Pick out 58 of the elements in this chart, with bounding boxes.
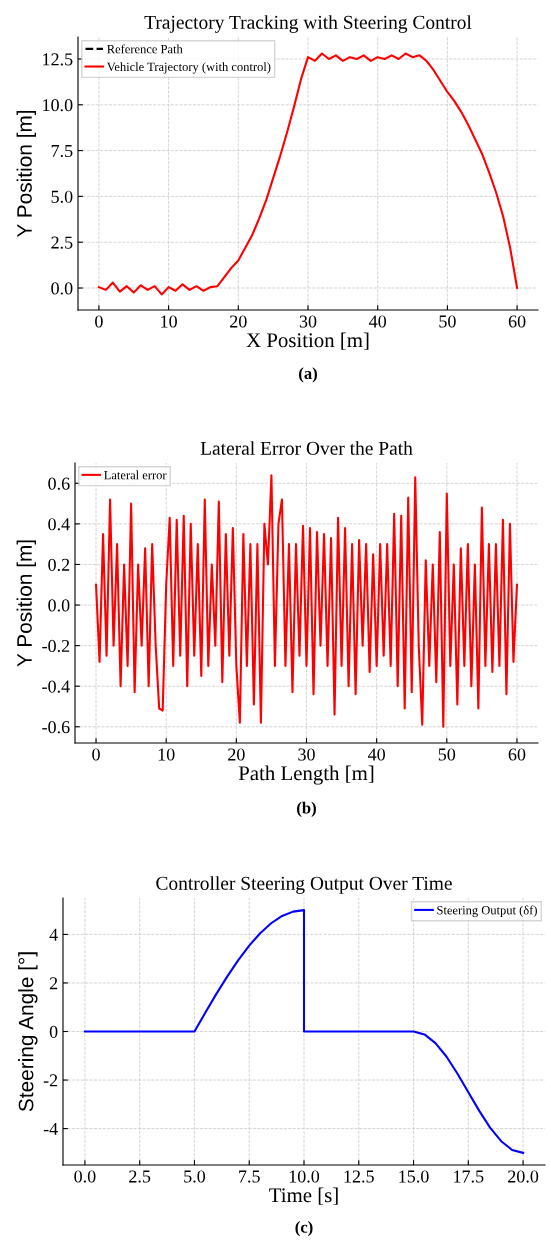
y-tick-label: 7.5 — [51, 145, 73, 158]
x-tick-label: 60 — [508, 748, 526, 761]
x-tick-label: 7.5 — [239, 1170, 260, 1183]
y-tick-label: 0.4 — [48, 518, 70, 531]
x-tick-label: 30 — [298, 748, 315, 761]
x-axis-title: Time [s] — [269, 1187, 338, 1205]
legend-label: Vehicle Trajectory (with control) — [106, 62, 271, 74]
line-series — [97, 52, 519, 296]
x-tick-label: 20 — [228, 748, 245, 761]
legend-label: Lateral error — [104, 470, 167, 480]
y-tick-label: 2.5 — [51, 236, 73, 249]
x-tick-label: 40 — [369, 315, 387, 328]
y-tick-label: 0.0 — [48, 599, 70, 612]
x-tick-label: 10 — [158, 748, 175, 761]
x-tick-label: 5.0 — [184, 1170, 206, 1183]
text: (b) — [297, 801, 316, 817]
legend-label: Steering Output (δf) — [437, 905, 537, 917]
x-tick-label: 0 — [95, 315, 103, 328]
y-tick-label: 10.0 — [43, 99, 73, 112]
text: (c) — [295, 1221, 313, 1237]
y-axis-title: Y Position [m] — [16, 110, 36, 238]
y-axis-title: Steering Angle [°] — [18, 952, 38, 1112]
x-tick-label: 2.5 — [129, 1170, 151, 1183]
x-tick-label: 50 — [438, 748, 456, 761]
y-tick-label: 12.5 — [43, 53, 73, 66]
y-tick-label: 0 — [49, 1025, 58, 1038]
y-tick-label: 2 — [49, 977, 58, 990]
y-tick-label: -0.6 — [42, 721, 70, 734]
chart-title: Lateral Error Over the Path — [200, 441, 413, 455]
x-tick-label: 20 — [230, 315, 247, 328]
legend-label: Reference Path — [107, 44, 183, 54]
x-tick-label: 40 — [367, 748, 385, 761]
y-tick-label: 0.6 — [48, 477, 70, 490]
y-axis-title: Y Position [m] — [16, 540, 36, 667]
y-tick-label: 0.2 — [48, 558, 70, 571]
y-tick-label: -2 — [43, 1074, 58, 1087]
x-tick-label: 0.0 — [74, 1170, 96, 1183]
x-tick-label: 60 — [508, 315, 526, 328]
x-tick-label: 0 — [92, 748, 100, 761]
y-tick-label: 5.0 — [51, 190, 73, 203]
y-tick-label: 4 — [49, 928, 58, 941]
x-axis-title: X Position [m] — [246, 332, 369, 350]
x-tick-label: 15.0 — [399, 1170, 429, 1183]
x-axis-title: Path Length [m] — [238, 765, 374, 785]
x-tick-label: 20.0 — [508, 1170, 539, 1183]
text: (a) — [299, 367, 317, 383]
x-tick-label: 17.5 — [454, 1170, 484, 1183]
x-tick-label: 10.0 — [289, 1170, 320, 1183]
chart-title: Trajectory Tracking with Steering Control — [144, 15, 472, 33]
x-tick-label: 10 — [161, 315, 177, 328]
x-tick-label: 30 — [299, 315, 317, 328]
x-tick-label: 12.5 — [344, 1170, 374, 1183]
y-tick-label: -0.2 — [42, 639, 70, 653]
y-tick-label: 0.0 — [51, 282, 73, 295]
y-tick-label: -4 — [43, 1122, 58, 1135]
y-tick-label: -0.4 — [42, 680, 70, 693]
chart-title: Controller Steering Output Over Time — [156, 876, 452, 894]
x-tick-label: 50 — [439, 315, 456, 328]
